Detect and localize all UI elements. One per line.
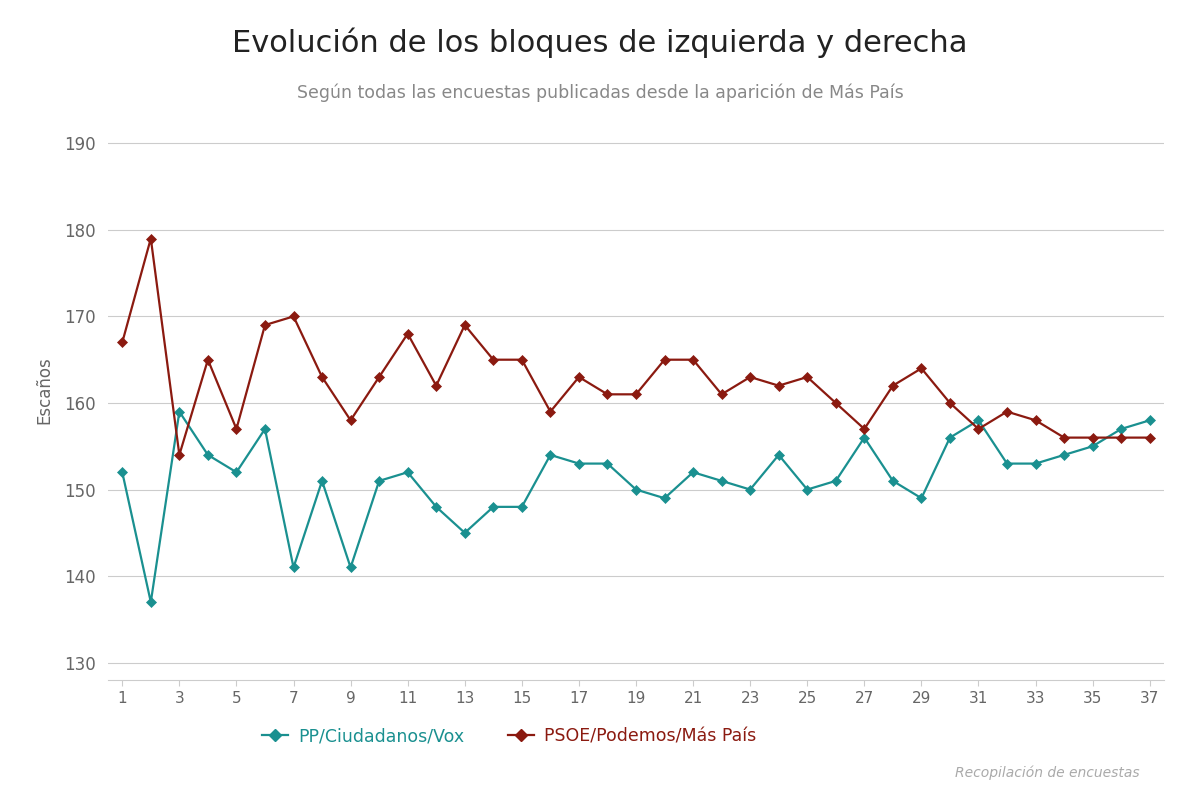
PSOE/Podemos/Más País — [914, 363, 929, 373]
PSOE/Podemos/Más País — [857, 424, 871, 434]
PP/Ciudadanos/Vox — [314, 476, 329, 486]
PP/Ciudadanos/Vox — [372, 476, 386, 486]
PP/Ciudadanos/Vox — [600, 458, 614, 468]
Text: Según todas las encuestas publicadas desde la aparición de Más País: Según todas las encuestas publicadas des… — [296, 84, 904, 102]
PP/Ciudadanos/Vox — [115, 467, 130, 477]
PP/Ciudadanos/Vox — [172, 407, 186, 417]
PSOE/Podemos/Más País — [287, 312, 301, 322]
Line: PSOE/Podemos/Más País: PSOE/Podemos/Más País — [119, 235, 1153, 458]
PSOE/Podemos/Más País — [772, 381, 786, 390]
PSOE/Podemos/Más País — [486, 355, 500, 365]
PP/Ciudadanos/Vox — [401, 467, 415, 477]
PP/Ciudadanos/Vox — [258, 424, 272, 434]
PP/Ciudadanos/Vox — [971, 415, 985, 425]
PP/Ciudadanos/Vox — [857, 433, 871, 442]
Text: Evolución de los bloques de izquierda y derecha: Evolución de los bloques de izquierda y … — [233, 28, 967, 58]
PP/Ciudadanos/Vox — [457, 528, 472, 538]
PSOE/Podemos/Más País — [943, 398, 958, 408]
PP/Ciudadanos/Vox — [714, 476, 728, 486]
PSOE/Podemos/Más País — [1028, 415, 1043, 425]
PP/Ciudadanos/Vox — [686, 467, 701, 477]
PSOE/Podemos/Más País — [971, 424, 985, 434]
Legend: PP/Ciudadanos/Vox, PSOE/Podemos/Más País: PP/Ciudadanos/Vox, PSOE/Podemos/Más País — [254, 721, 763, 753]
PP/Ciudadanos/Vox — [828, 476, 842, 486]
PP/Ciudadanos/Vox — [229, 467, 244, 477]
PP/Ciudadanos/Vox — [1086, 442, 1100, 451]
PP/Ciudadanos/Vox — [772, 450, 786, 460]
Y-axis label: Escaños: Escaños — [35, 356, 53, 424]
PP/Ciudadanos/Vox — [629, 485, 643, 494]
Line: PP/Ciudadanos/Vox: PP/Ciudadanos/Vox — [119, 408, 1153, 606]
PP/Ciudadanos/Vox — [144, 598, 158, 607]
Text: Recopilación de encuestas: Recopilación de encuestas — [955, 766, 1140, 780]
PSOE/Podemos/Más País — [544, 407, 558, 417]
PSOE/Podemos/Más País — [658, 355, 672, 365]
PSOE/Podemos/Más País — [1086, 433, 1100, 442]
PP/Ciudadanos/Vox — [571, 458, 586, 468]
PP/Ciudadanos/Vox — [1114, 424, 1128, 434]
PP/Ciudadanos/Vox — [1000, 458, 1014, 468]
PP/Ciudadanos/Vox — [287, 562, 301, 572]
PSOE/Podemos/Más País — [629, 390, 643, 399]
PSOE/Podemos/Más País — [172, 450, 186, 460]
PSOE/Podemos/Más País — [372, 372, 386, 382]
PSOE/Podemos/Más País — [258, 320, 272, 330]
PSOE/Podemos/Más País — [314, 372, 329, 382]
PP/Ciudadanos/Vox — [430, 502, 444, 512]
PSOE/Podemos/Más País — [1000, 407, 1014, 417]
PSOE/Podemos/Más País — [457, 320, 472, 330]
PP/Ciudadanos/Vox — [515, 502, 529, 512]
PP/Ciudadanos/Vox — [914, 494, 929, 503]
PSOE/Podemos/Más País — [229, 424, 244, 434]
PSOE/Podemos/Más País — [828, 398, 842, 408]
PP/Ciudadanos/Vox — [658, 494, 672, 503]
PSOE/Podemos/Más País — [600, 390, 614, 399]
PSOE/Podemos/Más País — [800, 372, 815, 382]
PP/Ciudadanos/Vox — [800, 485, 815, 494]
PSOE/Podemos/Más País — [200, 355, 215, 365]
PP/Ciudadanos/Vox — [1057, 450, 1072, 460]
PP/Ciudadanos/Vox — [1142, 415, 1157, 425]
PSOE/Podemos/Más País — [515, 355, 529, 365]
PSOE/Podemos/Más País — [115, 338, 130, 347]
PP/Ciudadanos/Vox — [486, 502, 500, 512]
PSOE/Podemos/Más País — [1142, 433, 1157, 442]
PSOE/Podemos/Más País — [144, 234, 158, 243]
PSOE/Podemos/Más País — [714, 390, 728, 399]
PP/Ciudadanos/Vox — [544, 450, 558, 460]
PP/Ciudadanos/Vox — [200, 450, 215, 460]
PSOE/Podemos/Más País — [1114, 433, 1128, 442]
PSOE/Podemos/Más País — [343, 415, 358, 425]
PP/Ciudadanos/Vox — [343, 562, 358, 572]
PSOE/Podemos/Más País — [1057, 433, 1072, 442]
PP/Ciudadanos/Vox — [743, 485, 757, 494]
PSOE/Podemos/Más País — [430, 381, 444, 390]
PSOE/Podemos/Más País — [571, 372, 586, 382]
PSOE/Podemos/Más País — [401, 329, 415, 338]
PP/Ciudadanos/Vox — [1028, 458, 1043, 468]
PSOE/Podemos/Más País — [743, 372, 757, 382]
PSOE/Podemos/Más País — [886, 381, 900, 390]
PSOE/Podemos/Más País — [686, 355, 701, 365]
PP/Ciudadanos/Vox — [886, 476, 900, 486]
PP/Ciudadanos/Vox — [943, 433, 958, 442]
